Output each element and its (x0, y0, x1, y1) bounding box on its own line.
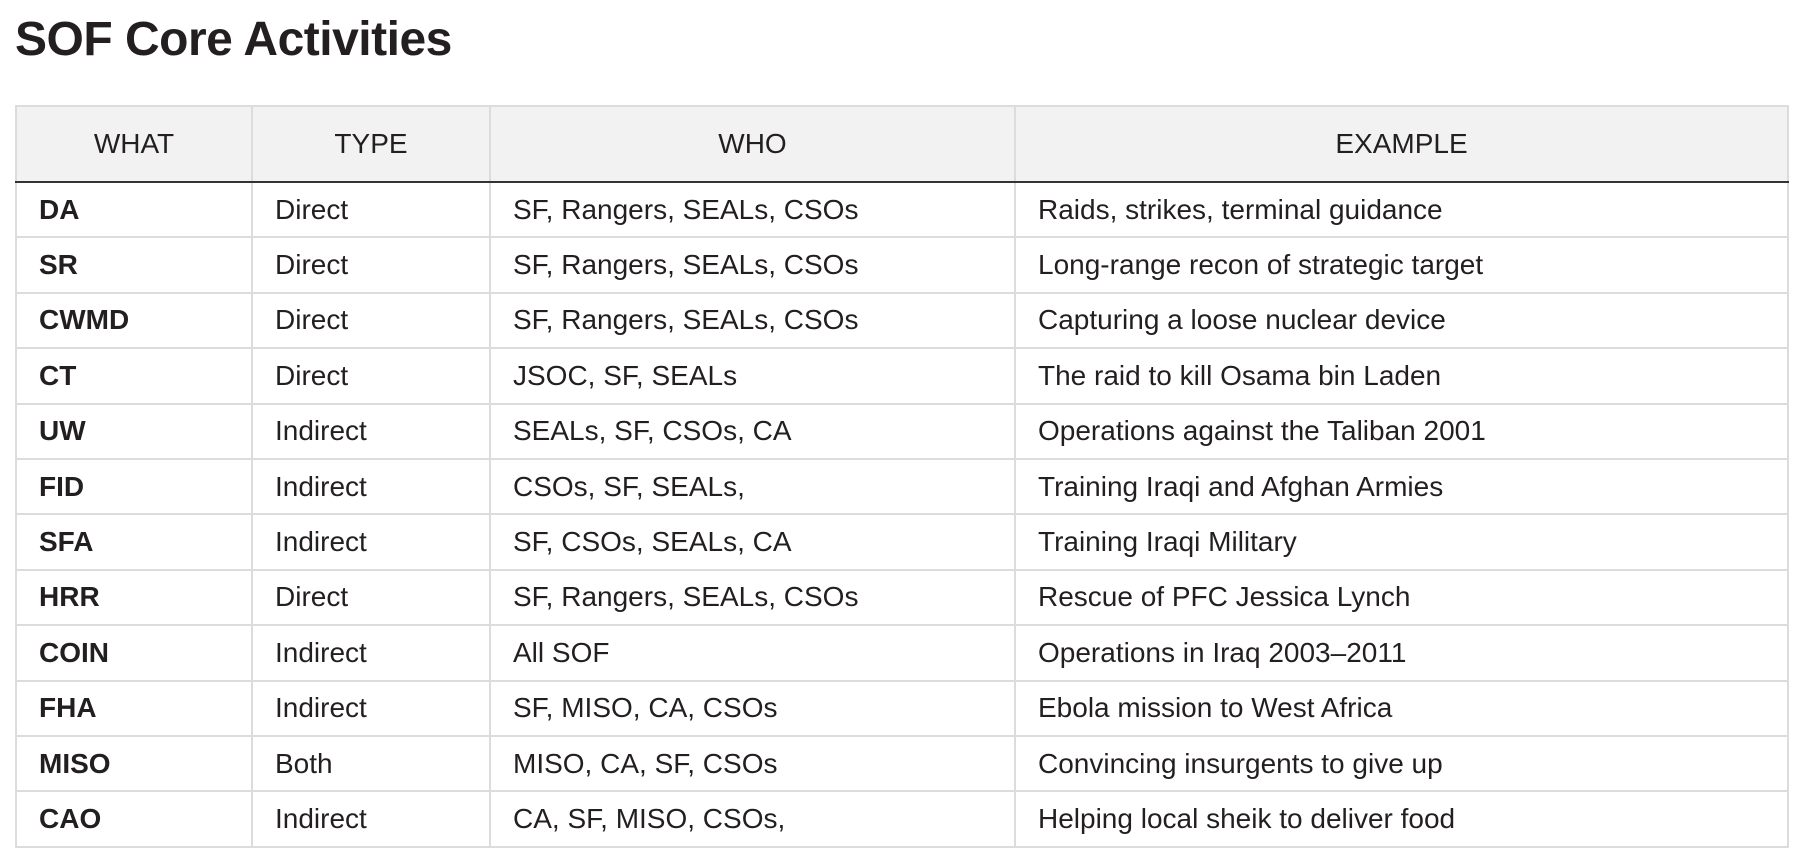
example-cell: Ebola mission to West Africa (1014, 679, 1789, 737)
what-cell: MISO (15, 734, 253, 793)
column-header-what: WHAT (15, 106, 252, 183)
example-cell: Helping local sheik to deliver food (1014, 790, 1789, 848)
type-cell: Indirect (251, 402, 491, 460)
what-cell: CT (15, 347, 253, 405)
who-cell: MISO, CA, SF, CSOs (489, 734, 1016, 793)
who-cell: SEALs, SF, CSOs, CA (489, 402, 1016, 460)
table-row: SFA Indirect SF, CSOs, SEALs, CA Training I… (15, 513, 1789, 571)
table-row: FID Indirect CSOs, SF, SEALs, Training Iraq… (15, 457, 1789, 516)
type-cell: Direct (251, 347, 491, 405)
what-cell: COIN (15, 624, 253, 682)
page-title: SOF Core Activities (15, 13, 452, 66)
type-cell: Direct (251, 291, 491, 350)
table-row: MISO Both MISO, CA, SF, CSOs Convincing ins… (15, 734, 1789, 793)
what-cell: CWMD (15, 291, 253, 350)
what-cell: UW (15, 402, 253, 460)
what-cell: HRR (15, 568, 253, 627)
who-cell: SF, MISO, CA, CSOs (489, 679, 1016, 737)
type-cell: Indirect (251, 679, 491, 737)
type-cell: Indirect (251, 513, 491, 571)
example-cell: Training Iraqi Military (1014, 513, 1789, 571)
what-cell: CAO (15, 790, 253, 848)
who-cell: SF, Rangers, SEALs, CSOs (489, 236, 1016, 294)
type-cell: Direct (251, 236, 491, 294)
type-cell: Indirect (251, 457, 491, 516)
table-row: CWMD Direct SF, Rangers, SEALs, CSOs Captur… (15, 291, 1789, 350)
example-cell: Long-range recon of strategic target (1014, 236, 1789, 294)
what-cell: DA (15, 180, 253, 239)
type-cell: Direct (251, 180, 491, 239)
table-row: CAO Indirect CA, SF, MISO, CSOs, Helping lo… (15, 790, 1789, 848)
who-cell: SF, Rangers, SEALs, CSOs (489, 568, 1016, 627)
type-cell: Both (251, 734, 491, 793)
who-cell: CSOs, SF, SEALs, (489, 457, 1016, 516)
who-cell: JSOC, SF, SEALs (489, 347, 1016, 405)
what-cell: SR (15, 236, 253, 294)
who-cell: All SOF (489, 624, 1016, 682)
table-row: CT Direct JSOC, SF, SEALs The raid to kill … (15, 347, 1789, 405)
sof-core-activities-table: WHAT TYPE WHO EXAMPLE DA Direct SF, Ranger… (15, 105, 1789, 848)
example-cell: Training Iraqi and Afghan Armies (1014, 457, 1789, 516)
column-header-who: WHO (489, 106, 1015, 183)
table-header-row: WHAT TYPE WHO EXAMPLE (15, 106, 1788, 183)
table-row: FHA Indirect SF, MISO, CA, CSOs Ebola missi… (15, 679, 1789, 737)
example-cell: The raid to kill Osama bin Laden (1014, 347, 1789, 405)
who-cell: SF, Rangers, SEALs, CSOs (489, 291, 1016, 350)
what-cell: FID (15, 457, 253, 516)
table-row: UW Indirect SEALs, SF, CSOs, CA Operations … (15, 402, 1789, 460)
what-cell: FHA (15, 679, 253, 737)
column-header-type: TYPE (251, 106, 490, 183)
example-cell: Operations in Iraq 2003–2011 (1014, 624, 1789, 682)
column-header-example: EXAMPLE (1014, 106, 1788, 183)
example-cell: Raids, strikes, terminal guidance (1014, 180, 1789, 239)
type-cell: Indirect (251, 624, 491, 682)
table-row: DA Direct SF, Rangers, SEALs, CSOs Raids, s… (15, 180, 1789, 239)
who-cell: SF, Rangers, SEALs, CSOs (489, 180, 1016, 239)
type-cell: Direct (251, 568, 491, 627)
example-cell: Rescue of PFC Jessica Lynch (1014, 568, 1789, 627)
who-cell: SF, CSOs, SEALs, CA (489, 513, 1016, 571)
table-row: HRR Direct SF, Rangers, SEALs, CSOs Rescue … (15, 568, 1789, 627)
example-cell: Capturing a loose nuclear device (1014, 291, 1789, 350)
type-cell: Indirect (251, 790, 491, 848)
table-row: COIN Indirect All SOF Operations in Iraq 20… (15, 624, 1789, 682)
example-cell: Convincing insurgents to give up (1014, 734, 1789, 793)
example-cell: Operations against the Taliban 2001 (1014, 402, 1789, 460)
table-row: SR Direct SF, Rangers, SEALs, CSOs Long-ran… (15, 236, 1789, 294)
who-cell: CA, SF, MISO, CSOs, (489, 790, 1016, 848)
what-cell: SFA (15, 513, 253, 571)
